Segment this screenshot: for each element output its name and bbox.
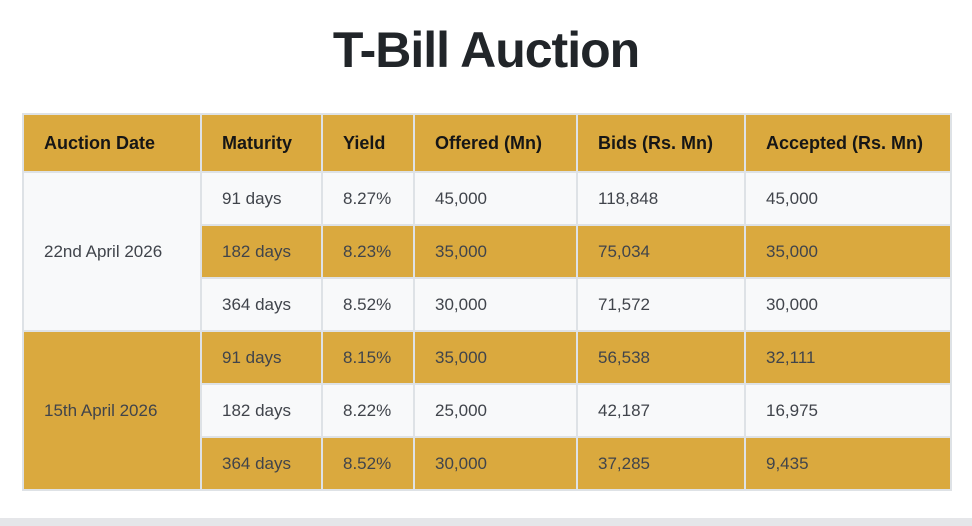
yield-cell: 8.22%	[321, 383, 415, 438]
table-row: 15th April 2026 91 days 8.15% 35,000 56,…	[22, 330, 952, 491]
auction-date-cell: 15th April 2026	[22, 330, 202, 491]
accepted-cell: 16,975	[744, 383, 952, 438]
tbill-auction-table: Auction Date Maturity Yield Offered (Mn)…	[22, 113, 952, 491]
column-header-accepted: Accepted (Rs. Mn)	[744, 113, 952, 173]
offered-cell: 30,000	[413, 436, 578, 491]
accepted-cell: 9,435	[744, 436, 952, 491]
bids-cell: 37,285	[576, 436, 746, 491]
accepted-cell: 45,000	[744, 171, 952, 226]
maturity-cell: 364 days	[200, 436, 323, 491]
column-header-offered: Offered (Mn)	[413, 113, 578, 173]
column-header-maturity: Maturity	[200, 113, 323, 173]
maturity-cell: 364 days	[200, 277, 323, 332]
auction-date-cell: 22nd April 2026	[22, 171, 202, 332]
offered-cell: 45,000	[413, 171, 578, 226]
maturity-cell: 182 days	[200, 224, 323, 279]
header-row: Auction Date Maturity Yield Offered (Mn)…	[22, 113, 952, 173]
offered-cell: 25,000	[413, 383, 578, 438]
offered-cell: 30,000	[413, 277, 578, 332]
accepted-cell: 30,000	[744, 277, 952, 332]
maturity-cell: 91 days	[200, 171, 323, 226]
table-row: 364 days 8.52% 30,000 71,572 30,000	[23, 277, 952, 332]
table-row: 182 days 8.23% 35,000 75,034 35,000	[23, 224, 952, 279]
maturity-cell: 91 days	[200, 330, 323, 385]
yield-cell: 8.52%	[321, 277, 415, 332]
table-row: 22nd April 2026 91 days 8.27% 45,000 118…	[22, 171, 952, 332]
yield-cell: 8.15%	[321, 330, 415, 385]
maturity-cell: 182 days	[200, 383, 323, 438]
offered-cell: 35,000	[413, 224, 578, 279]
page-title: T-Bill Auction	[332, 22, 640, 78]
yield-cell: 8.23%	[321, 224, 415, 279]
yield-cell: 8.52%	[321, 436, 415, 491]
table-row: 182 days 8.22% 25,000 42,187 16,975	[23, 383, 952, 438]
page-bottom-strip	[0, 518, 972, 526]
accepted-cell: 35,000	[744, 224, 952, 279]
bids-cell: 71,572	[576, 277, 746, 332]
column-header-auction-date: Auction Date	[22, 113, 202, 173]
bids-cell: 118,848	[576, 171, 746, 226]
yield-cell: 8.27%	[321, 171, 415, 226]
offered-cell: 35,000	[413, 330, 578, 385]
table-row: 364 days 8.52% 30,000 37,285 9,435	[23, 436, 952, 491]
column-header-yield: Yield	[321, 113, 415, 173]
bids-cell: 42,187	[576, 383, 746, 438]
bids-cell: 56,538	[576, 330, 746, 385]
accepted-cell: 32,111	[744, 330, 952, 385]
column-header-bids: Bids (Rs. Mn)	[576, 113, 746, 173]
bids-cell: 75,034	[576, 224, 746, 279]
